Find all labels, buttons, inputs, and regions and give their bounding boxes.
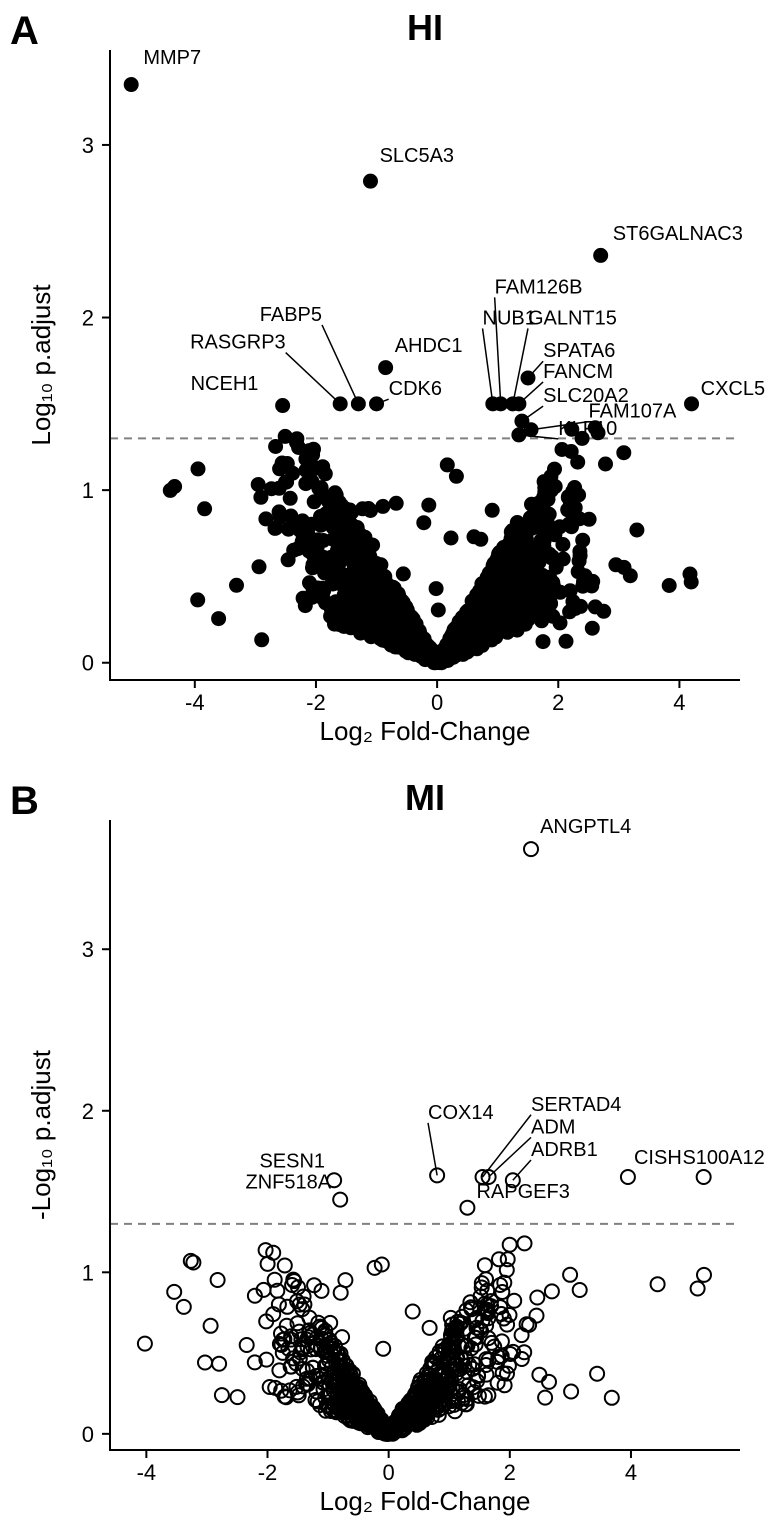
panel-a-svg: MMP7SLC5A3ST6GALNAC3FAM126BFABP5NUB1GALN… <box>0 0 776 770</box>
labeled-point <box>486 397 500 411</box>
gene-label: COX14 <box>428 1102 494 1124</box>
figure-container: MMP7SLC5A3ST6GALNAC3FAM126BFABP5NUB1GALN… <box>0 0 776 1540</box>
panel-a: MMP7SLC5A3ST6GALNAC3FAM126BFABP5NUB1GALN… <box>0 0 776 770</box>
x-tick-label: 2 <box>504 1460 516 1485</box>
labeled-point <box>363 174 377 188</box>
gene-label: CDK6 <box>389 378 442 400</box>
point-cloud <box>138 1236 711 1440</box>
labeled-point <box>697 1170 711 1184</box>
gene-label: SLC5A3 <box>380 145 455 167</box>
panel-title: HI <box>407 7 443 48</box>
gene-label: KLF10 <box>558 418 617 440</box>
gene-label: NCEH1 <box>191 373 259 395</box>
panel-letter: B <box>10 779 39 823</box>
labeled-point <box>351 397 365 411</box>
panel-b-svg: ANGPTL4 SERTAD4 COX14 ADMADRB1 CISHS100A12 SE… <box>0 770 776 1540</box>
gene-label: ANGPTL4 <box>540 816 631 838</box>
gene-label: CISH <box>634 1147 682 1169</box>
labeled-point <box>594 248 608 262</box>
x-tick-label: -2 <box>258 1460 278 1485</box>
gene-label: CXCL5 <box>701 378 765 400</box>
y-axis-title: Log₁₀ p.adjust <box>26 284 56 446</box>
labeled-point <box>512 397 526 411</box>
gene-label: S100A12 <box>682 1147 764 1169</box>
gene-label: FABP5 <box>260 304 322 326</box>
y-tick-label: 0 <box>82 651 94 676</box>
gene-label: FANCM <box>543 361 613 383</box>
labeled-point <box>370 397 384 411</box>
labeled-point <box>460 1201 474 1215</box>
y-tick-label: 2 <box>82 306 94 331</box>
y-axis-title: -Log₁₀ p.adjust <box>26 1049 56 1220</box>
leader-line <box>489 1137 531 1177</box>
x-axis-title: Log₂ Fold-Change <box>319 716 530 746</box>
labeled-point <box>524 842 538 856</box>
x-axis-title: Log₂ Fold-Change <box>319 1486 530 1516</box>
gene-label: MMP7 <box>143 47 201 69</box>
y-tick-label: 1 <box>82 478 94 503</box>
gene-label: ST6GALNAC3 <box>613 223 743 245</box>
x-tick-label: 2 <box>552 690 564 715</box>
labeled-point <box>276 399 290 413</box>
labeled-point <box>685 397 699 411</box>
labeled-point <box>124 78 138 92</box>
gene-label: RAPGEF3 <box>476 1181 569 1203</box>
x-tick-label: 0 <box>383 1460 395 1485</box>
gene-label: FAM126B <box>495 276 583 298</box>
x-tick-label: 4 <box>673 690 685 715</box>
gene-label: AHDC1 <box>395 335 463 357</box>
y-tick-label: 2 <box>82 1099 94 1124</box>
y-tick-label: 3 <box>82 937 94 962</box>
x-tick-label: -4 <box>137 1460 157 1485</box>
labeled-point <box>621 1170 635 1184</box>
y-tick-label: 0 <box>82 1422 94 1447</box>
x-tick-label: 0 <box>431 690 443 715</box>
gene-label: SPATA6 <box>543 340 615 362</box>
leader-line <box>286 353 341 404</box>
gene-label: SESN1 <box>259 1150 325 1172</box>
point-cloud <box>163 421 698 670</box>
labeled-point <box>379 361 393 375</box>
panel-b: ANGPTL4 SERTAD4 COX14 ADMADRB1 CISHS100A12 SE… <box>0 770 776 1540</box>
gene-label: RASGRP3 <box>190 332 286 354</box>
gene-label: SERTAD4 <box>531 1094 621 1116</box>
labeled-point <box>430 1168 444 1182</box>
labeled-point <box>512 428 526 442</box>
x-tick-label: -2 <box>306 690 326 715</box>
panel-title: MI <box>405 777 445 818</box>
leader-line <box>513 1160 531 1180</box>
labeled-point <box>333 1193 347 1207</box>
x-tick-label: 4 <box>625 1460 637 1485</box>
y-tick-label: 3 <box>82 133 94 158</box>
labeled-point <box>333 397 347 411</box>
leader-line <box>513 328 528 403</box>
x-tick-label: -4 <box>185 690 205 715</box>
gene-label: ADRB1 <box>531 1139 598 1161</box>
y-tick-label: 1 <box>82 1260 94 1285</box>
gene-label: ZNF518A <box>246 1171 332 1193</box>
gene-label: GALNT15 <box>528 307 617 329</box>
panel-letter: A <box>10 9 39 53</box>
labeled-point <box>521 371 535 385</box>
gene-label: ADM <box>531 1116 575 1138</box>
leader-line <box>483 328 493 403</box>
